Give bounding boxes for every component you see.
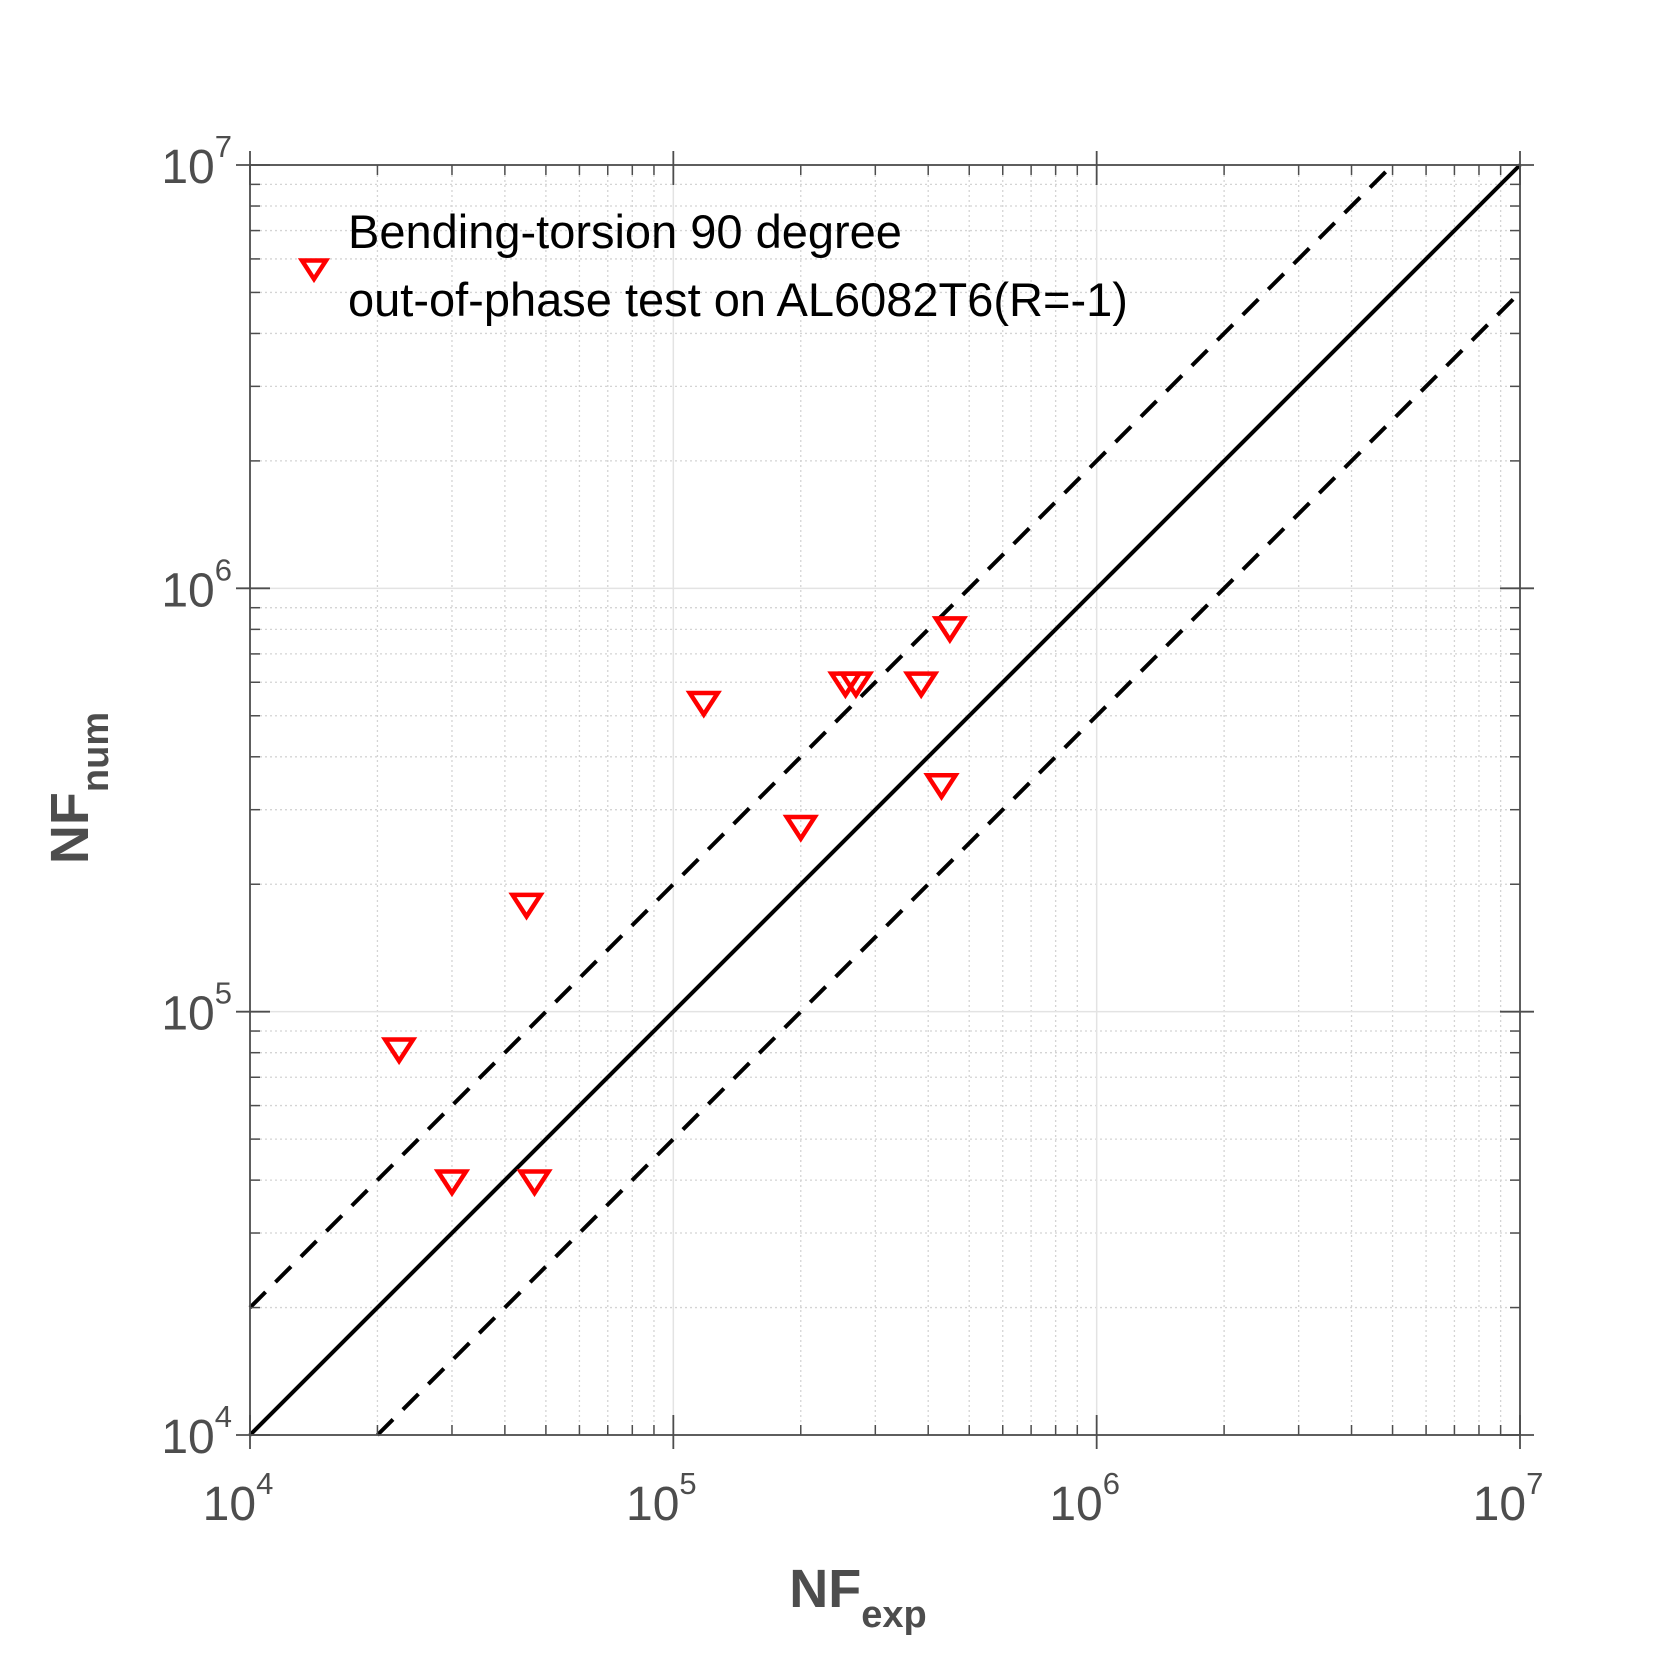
legend-marker-triangle-down-icon [297,258,331,284]
x-tick-label-exp: 6 [1103,1466,1120,1501]
y-tick-label-exp: 4 [215,1399,232,1434]
minor-gridlines [250,165,1520,1435]
y-axis-label-main: NF [40,792,100,864]
x-tick-label-exp: 5 [679,1466,696,1501]
reference-line-y-2x [248,163,1394,1309]
y-tick-label-base: 10 [161,564,214,617]
x-tick-label-base: 10 [203,1478,256,1531]
y-tick-label-exp: 7 [215,129,232,164]
y-tick-label-exp: 6 [215,552,232,587]
data-point-marker [433,1169,471,1198]
major-gridlines [250,165,1520,1435]
x-tick-label: 104 [203,1466,274,1531]
y-tick-label: 105 [161,976,232,1041]
x-tick-label: 107 [1473,1466,1544,1531]
y-tick-label-base: 10 [161,141,214,194]
reference-line-y-x-2 [376,291,1522,1437]
data-point-marker [516,1169,553,1198]
data-point-marker [508,892,545,921]
x-axis-label-main: NF [789,1559,861,1619]
data-point-marker [380,1037,418,1066]
legend-text-line-2: out-of-phase test on AL6082T6(R=-1) [348,273,1128,326]
y-axis-label: NFnum [40,712,117,864]
axes [249,164,1521,1436]
y-tick-label: 107 [161,129,232,194]
x-axis-label: NFexp [789,1559,926,1636]
y-tick-label-base: 10 [161,988,214,1041]
data-point-marker [782,814,819,843]
y-axis-label-sub: num [75,712,117,792]
x-axis-label-sub: exp [861,1594,926,1636]
x-tick-label-exp: 4 [256,1466,273,1501]
x-tick-label-base: 10 [626,1478,679,1531]
data-point-marker [931,616,969,645]
legend-text-line-1: Bending-torsion 90 degree [348,205,902,258]
x-tick-label: 106 [1049,1466,1120,1531]
data-point-marker [903,671,940,700]
y-tick-label-exp: 5 [215,976,232,1011]
reference-lines [248,163,1522,1437]
plot-frame [249,164,1521,1436]
data-point-marker [837,671,875,700]
y-tick-label-base: 10 [161,1411,214,1464]
tick-marks [236,151,1534,1449]
x-tick-label-exp: 7 [1526,1466,1543,1501]
x-tick-label-base: 10 [1473,1478,1526,1531]
reference-line-y-x [248,163,1522,1437]
data-point-marker [685,690,722,719]
legend: Bending-torsion 90 degree out-of-phase t… [297,205,1128,326]
data-points [380,616,969,1198]
x-tick-label-base: 10 [1049,1478,1102,1531]
data-point-marker [923,773,960,802]
x-tick-label: 105 [626,1466,697,1531]
y-tick-label: 106 [161,552,232,617]
y-tick-label: 104 [161,1399,232,1464]
